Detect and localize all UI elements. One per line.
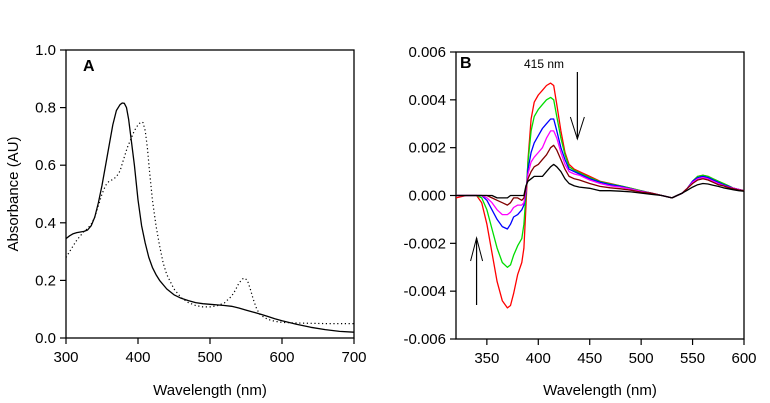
x-tick-label: 450 [577, 350, 602, 367]
y-axis-title-a: Absorbance (AU) [5, 136, 22, 251]
series-group-b [455, 82, 745, 309]
plot-frame-a [65, 49, 355, 339]
y-tick-label: -0.004 [403, 283, 446, 300]
x-axis-title-b: Wavelength (nm) [543, 382, 657, 399]
y-tick-label: 0.8 [35, 100, 56, 117]
plot-frame-b [455, 51, 745, 340]
down-arrow-head-icon [569, 116, 585, 141]
y-tick-label: 0.0 [35, 330, 56, 347]
series-line-trace-2 [456, 96, 745, 268]
up-arrow-head-icon [470, 236, 484, 262]
y-tick-label: -0.002 [403, 235, 446, 252]
x-tick-label: 600 [269, 349, 294, 366]
x-tick-label: 500 [197, 349, 222, 366]
y-tick-label: 0.002 [408, 140, 446, 157]
y-tick-label: -0.006 [403, 331, 446, 348]
y-ticks-a: 0.0 0.2 0.4 0.6 0.8 1.0 [35, 42, 66, 347]
x-tick-label: 300 [53, 349, 78, 366]
panel-a: 300 400 500 600 700 0.0 0.2 0.4 0.6 0.8 1.0 A Wav… [5, 42, 367, 399]
series-group-a [65, 102, 355, 333]
series-line-dotted [65, 121, 354, 325]
annotation-arrows [470, 72, 585, 305]
x-tick-label: 350 [474, 350, 499, 367]
series-line-trace-1 [455, 82, 745, 309]
x-ticks-a: 300 400 500 600 700 [53, 338, 367, 366]
y-tick-label: 1.0 [35, 42, 56, 59]
x-tick-label: 400 [125, 349, 150, 366]
x-tick-label: 550 [680, 350, 705, 367]
series-line-trace-3 [456, 118, 745, 230]
panel-label-b: B [460, 55, 472, 72]
x-ticks-b: 350 400 450 500 550 600 [474, 339, 757, 367]
y-tick-label: 0.004 [408, 92, 446, 109]
panel-label-a: A [83, 58, 95, 75]
y-tick-label: 0.006 [408, 44, 446, 61]
x-tick-label: 400 [526, 350, 551, 367]
series-line-solid [65, 102, 355, 333]
x-tick-label: 700 [341, 349, 366, 366]
y-tick-label: 0.6 [35, 157, 56, 174]
x-tick-label: 600 [731, 350, 756, 367]
series-line-trace-6 [456, 163, 745, 199]
panel-b: 350 400 450 500 550 600 -0.006 -0.004 -0.002 0.0… [403, 44, 756, 399]
y-tick-label: 0.000 [408, 188, 446, 205]
x-axis-title-a: Wavelength (nm) [153, 382, 267, 399]
y-tick-label: 0.2 [35, 272, 56, 289]
annotation-415nm: 415 nm [524, 57, 564, 71]
series-line-trace-5 [456, 144, 745, 206]
series-line-trace-4 [456, 130, 745, 216]
x-tick-label: 500 [629, 350, 654, 367]
y-tick-label: 0.4 [35, 215, 56, 232]
y-ticks-b: -0.006 -0.004 -0.002 0.000 0.002 0.004 0.006 [403, 44, 456, 348]
